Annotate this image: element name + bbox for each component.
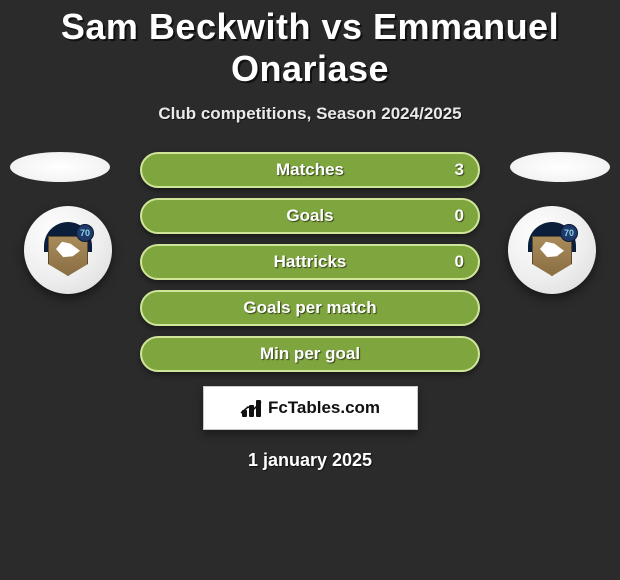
date-text: 1 january 2025 bbox=[0, 450, 620, 471]
stat-label: Hattricks bbox=[274, 252, 347, 272]
stats-bars: Matches 3 Goals 0 Hattricks 0 Goals per … bbox=[140, 152, 480, 372]
flag-left bbox=[10, 152, 110, 182]
stat-label: Goals bbox=[286, 206, 333, 226]
stat-bar-goals-per-match: Goals per match bbox=[140, 290, 480, 326]
player-badge-left: 70 bbox=[24, 206, 112, 294]
club-crest-icon: 70 bbox=[42, 220, 94, 280]
stat-label: Matches bbox=[276, 160, 344, 180]
player-badge-right: 70 bbox=[508, 206, 596, 294]
content-area: 70 70 Matches 3 Goals 0 bbox=[0, 152, 620, 471]
crest-number: 70 bbox=[76, 224, 94, 242]
flag-right bbox=[510, 152, 610, 182]
subtitle: Club competitions, Season 2024/2025 bbox=[0, 104, 620, 124]
club-crest-icon: 70 bbox=[526, 220, 578, 280]
stat-value-right: 0 bbox=[455, 206, 464, 226]
stat-value-right: 3 bbox=[455, 160, 464, 180]
page-title: Sam Beckwith vs Emmanuel Onariase bbox=[0, 6, 620, 90]
stat-bar-hattricks: Hattricks 0 bbox=[140, 244, 480, 280]
stat-value-right: 0 bbox=[455, 252, 464, 272]
brand-box[interactable]: FcTables.com bbox=[203, 386, 418, 430]
stat-bar-min-per-goal: Min per goal bbox=[140, 336, 480, 372]
bar-chart-icon bbox=[240, 399, 262, 417]
stat-bar-matches: Matches 3 bbox=[140, 152, 480, 188]
comparison-card: Sam Beckwith vs Emmanuel Onariase Club c… bbox=[0, 0, 620, 471]
crest-number: 70 bbox=[560, 224, 578, 242]
stat-label: Goals per match bbox=[243, 298, 376, 318]
stat-label: Min per goal bbox=[260, 344, 360, 364]
brand-text: FcTables.com bbox=[268, 398, 380, 418]
stat-bar-goals: Goals 0 bbox=[140, 198, 480, 234]
